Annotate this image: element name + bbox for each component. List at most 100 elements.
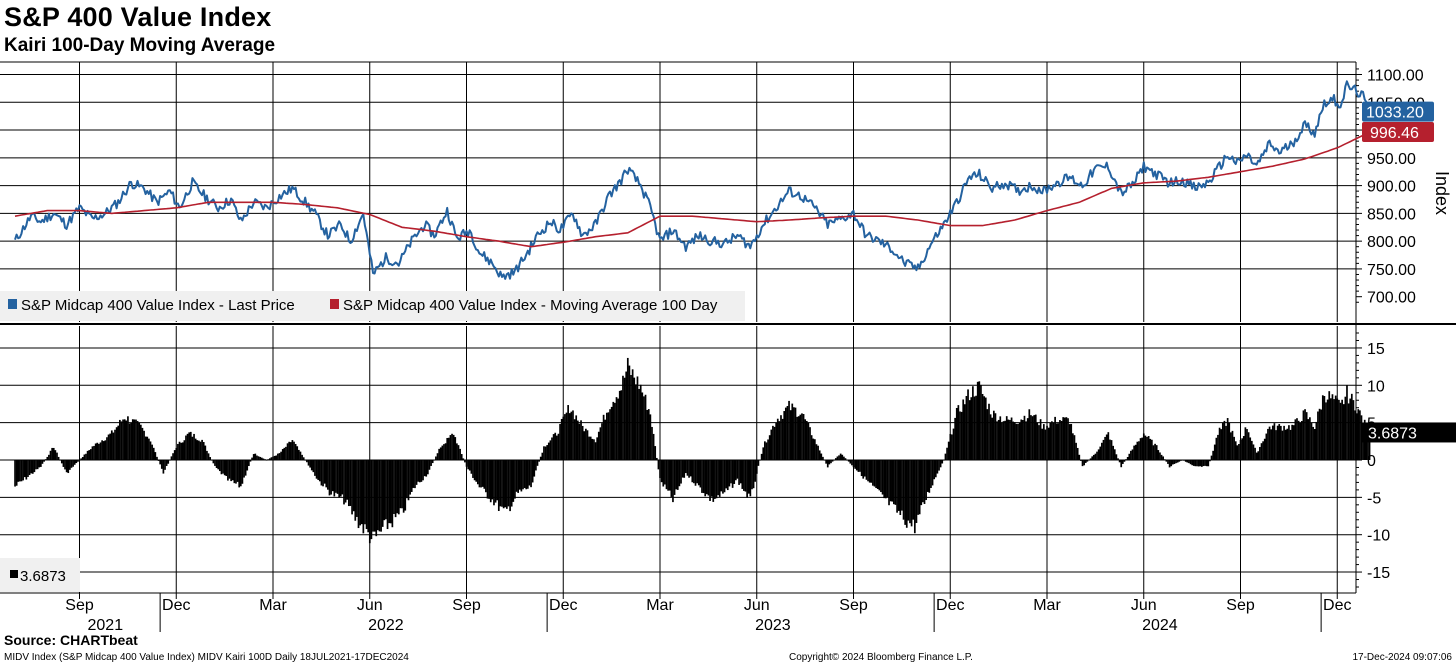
- kairi-bar: [509, 460, 511, 512]
- kairi-bar: [222, 460, 224, 474]
- kairi-bar: [417, 460, 420, 482]
- kairi-bar: [1241, 438, 1244, 460]
- kairi-bar: [1204, 460, 1206, 466]
- kairi-bar: [873, 460, 876, 487]
- kairi-bar: [241, 460, 244, 484]
- kairi-bar: [360, 460, 363, 525]
- kairi-bar: [167, 460, 170, 464]
- kairi-bar: [1355, 413, 1358, 460]
- kairi-bar: [531, 460, 534, 483]
- kairi-bar: [775, 422, 777, 460]
- legend-price-swatch: [8, 299, 17, 309]
- kairi-bar: [1304, 409, 1306, 460]
- kairi-bar: [822, 456, 824, 460]
- kairi-bar: [1081, 460, 1084, 467]
- kairi-bar: [723, 460, 726, 493]
- kairi-bar: [338, 460, 341, 498]
- kairi-bar: [468, 460, 471, 471]
- kairi-bar: [518, 460, 521, 490]
- kairi-bar: [699, 460, 702, 488]
- kairi-bar: [1281, 430, 1284, 460]
- kairi-bar: [593, 439, 595, 460]
- kairi-bar: [1347, 403, 1350, 460]
- kairi-bar: [315, 460, 318, 479]
- kairi-bar: [1075, 442, 1077, 460]
- kairi-bar: [314, 460, 316, 476]
- kairi-bar: [981, 393, 984, 460]
- kairi-bar: [823, 460, 826, 461]
- kairi-bar: [913, 460, 916, 534]
- kairi-bar: [962, 399, 965, 460]
- kairi-bar: [69, 460, 71, 470]
- kairi-bar: [801, 413, 803, 460]
- kairi-bar: [1130, 450, 1132, 460]
- kairi-bar: [1176, 460, 1179, 463]
- kairi-bar: [628, 365, 631, 460]
- kairi-bar: [994, 413, 997, 460]
- kairi-bar: [778, 421, 781, 460]
- kairi-bar: [251, 457, 253, 460]
- kairi-bar: [447, 437, 450, 460]
- kairi-bar: [201, 439, 203, 460]
- kairi-bar: [951, 434, 953, 460]
- kairi-bar: [1115, 454, 1118, 460]
- kairi-bar: [883, 460, 886, 499]
- kairi-bar: [705, 460, 708, 495]
- kairi-bar: [904, 460, 906, 525]
- kairi-bar: [676, 460, 679, 490]
- kairi-bar: [138, 422, 141, 460]
- kairi-bar: [1120, 460, 1123, 468]
- kairi-bar: [536, 460, 539, 466]
- kairi-bar: [1352, 400, 1355, 460]
- kairi-bar: [385, 460, 387, 520]
- kairi-bar: [1080, 460, 1082, 461]
- kairi-bar: [1033, 415, 1035, 460]
- top-y-tick-label: 900.00: [1367, 179, 1416, 196]
- kairi-bar: [691, 460, 694, 483]
- kairi-bar: [327, 460, 329, 490]
- kairi-bar: [377, 460, 379, 531]
- kairi-bar: [38, 460, 41, 468]
- kairi-bar: [131, 419, 134, 460]
- kairi-bar: [499, 460, 502, 507]
- footer-copyright: Copyright© 2024 Bloomberg Finance L.P.: [789, 652, 973, 663]
- kairi-bar: [1365, 429, 1368, 460]
- kairi-bar: [757, 460, 760, 466]
- legend-kairi-swatch: [10, 570, 18, 578]
- kairi-bar: [647, 409, 650, 460]
- kairi-bar: [202, 442, 205, 460]
- kairi-bar: [235, 460, 237, 484]
- kairi-bar: [1112, 445, 1115, 460]
- kairi-bar: [1065, 417, 1068, 460]
- kairi-bar: [459, 448, 461, 460]
- kairi-bar: [31, 460, 34, 474]
- kairi-bar: [1036, 422, 1039, 460]
- kairi-bar: [525, 460, 528, 490]
- kairi-bar: [270, 457, 273, 460]
- kairi-bar: [344, 460, 347, 503]
- kairi-bar: [194, 438, 197, 460]
- kairi-bar: [925, 460, 927, 501]
- kairi-bar: [643, 396, 645, 460]
- kairi-bar: [1191, 460, 1194, 466]
- kairi-bar: [959, 411, 961, 460]
- kairi-bar: [568, 413, 571, 460]
- kairi-bar: [204, 445, 207, 460]
- kairi-bar: [1107, 432, 1110, 460]
- kairi-bar: [480, 460, 482, 488]
- kairi-bar: [22, 460, 24, 481]
- kairi-bar: [552, 434, 555, 460]
- kairi-bar: [1175, 460, 1177, 464]
- kairi-bar: [312, 460, 315, 473]
- kairi-bar: [418, 460, 421, 483]
- kairi-bar: [146, 436, 149, 460]
- kairi-bar: [1330, 398, 1332, 460]
- kairi-bar: [609, 409, 611, 460]
- kairi-bar: [78, 460, 81, 461]
- kairi-bar: [657, 460, 660, 470]
- kairi-bar: [199, 441, 202, 460]
- kairi-bar: [1128, 453, 1131, 460]
- kairi-bar: [427, 460, 429, 475]
- kairi-bar: [930, 460, 932, 488]
- kairi-bar: [838, 455, 840, 460]
